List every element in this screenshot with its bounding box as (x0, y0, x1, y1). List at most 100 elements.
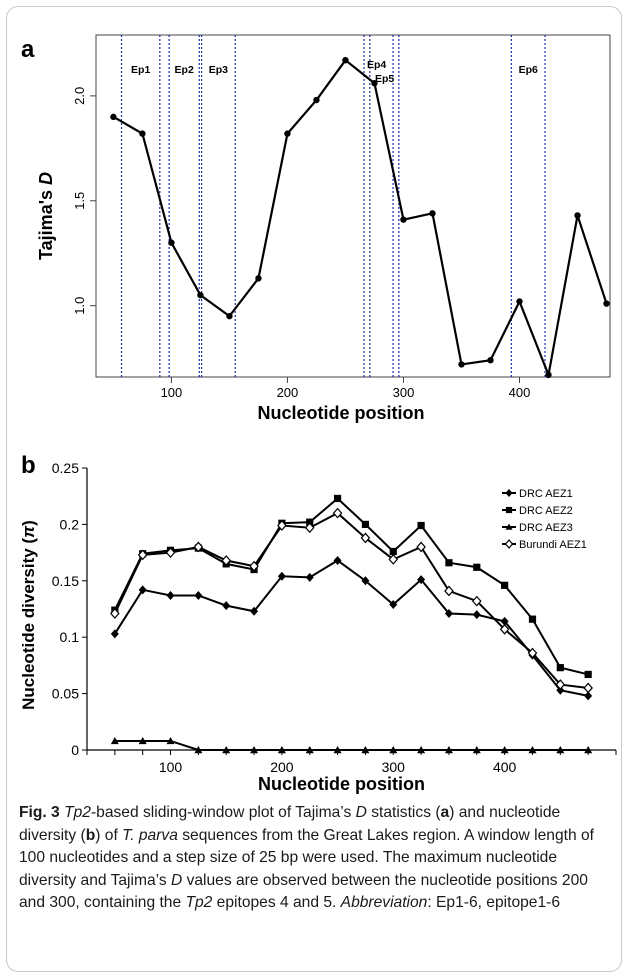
marker-triangle (138, 736, 147, 745)
data-point (284, 130, 291, 137)
marker-diamond (166, 590, 175, 600)
data-point (400, 216, 407, 223)
marker-diamond (277, 571, 286, 581)
x-axis-title: Nucleotide position (257, 403, 424, 423)
marker-diamond (417, 575, 426, 585)
data-point (226, 312, 233, 320)
y-tick-label: 0.25 (52, 460, 79, 476)
caption-part: ) and nucleotide diversity ( (19, 804, 561, 844)
marker-open-diamond (583, 682, 593, 694)
y-tick-label: 0.05 (52, 686, 79, 702)
y-tick-label: 0 (71, 742, 79, 758)
marker-open-diamond (332, 507, 343, 519)
marker-triangle (500, 746, 509, 754)
marker-triangle (584, 746, 593, 754)
series-line (113, 559, 589, 697)
marker-square (333, 494, 342, 503)
marker-diamond (556, 685, 565, 695)
marker-open-diamond (527, 647, 538, 659)
y-tick-label: 0.15 (52, 573, 79, 589)
data-point (313, 96, 320, 104)
marker-diamond (361, 576, 370, 586)
epitope-label: Ep2 (175, 64, 194, 76)
caption-part: b (85, 826, 96, 844)
data-point (574, 212, 581, 219)
marker-open-diamond (221, 555, 232, 566)
panel-b: b 0 0.05 0.1 0.15 0.2 0.25 100 200 300 400 Nucleoti… (19, 452, 617, 794)
marker-diamond (250, 606, 259, 616)
marker-square (389, 547, 397, 556)
data-point (168, 239, 175, 246)
marker-diamond (222, 601, 231, 611)
marker-square (417, 521, 425, 530)
marker-triangle (472, 746, 481, 754)
caption-part: values are observed between the nucleoti… (19, 871, 588, 912)
epitope-label: Ep3 (209, 64, 228, 76)
caption-part: sequences from the Great Lakes region. A… (19, 826, 594, 889)
epitope-label: Ep1 (131, 64, 150, 76)
marker-triangle (305, 746, 314, 754)
y-tick-label: 2.0 (72, 87, 87, 105)
marker-open-diamond (416, 541, 426, 553)
marker-diamond (333, 555, 342, 565)
data-point (603, 300, 610, 307)
panel-a-letter: a (21, 36, 35, 63)
x-tick-label: 400 (493, 759, 517, 775)
caption-part: D (170, 871, 183, 889)
marker-diamond (138, 585, 147, 595)
epitope-label: Ep6 (519, 64, 538, 76)
legend-label: DRC AEZ3 (519, 522, 573, 534)
caption-part: -based sliding-window plot of Tajima’s (90, 804, 356, 821)
marker-triangle (250, 746, 259, 754)
plot-frame (95, 34, 611, 378)
marker-open-diamond (555, 679, 566, 690)
y-tick-label: 1.0 (72, 297, 87, 315)
figure-caption: Fig. 3 Tp2-based sliding-window plot of … (19, 802, 617, 915)
marker-open-diamond (444, 585, 454, 597)
marker-square (306, 518, 314, 526)
marker-open-diamond (249, 560, 259, 572)
data-point (139, 130, 146, 137)
x-tick-label: 300 (393, 385, 415, 400)
marker-triangle (110, 736, 119, 745)
marker-open-diamond (504, 539, 514, 549)
series-drc-aez1 (110, 555, 593, 701)
marker-square (505, 506, 513, 514)
x-axis-title: Nucleotide position (258, 774, 425, 794)
caption-text: Tp2-based sliding-window plot of Tajima’… (19, 804, 594, 911)
marker-square (584, 670, 592, 679)
series-line (113, 511, 589, 689)
data-point (458, 361, 465, 368)
data-point (110, 113, 117, 121)
marker-diamond (584, 691, 593, 701)
data-point (255, 275, 262, 282)
series-burundi-aez1 (110, 507, 593, 694)
marker-diamond (472, 610, 481, 620)
figure-number: Fig. 3 (19, 804, 60, 821)
data-point (197, 291, 204, 299)
caption-part: epitopes 4 and 5. (212, 894, 341, 912)
data-point (516, 298, 523, 305)
series-line (114, 739, 589, 751)
data-point (429, 210, 436, 217)
x-tick-label: 100 (159, 759, 183, 775)
y-tick-label: 0.1 (60, 629, 80, 645)
marker-open-diamond (304, 522, 315, 534)
x-tick-label: 200 (270, 759, 294, 775)
x-tick-label: 400 (509, 385, 531, 400)
marker-triangle (556, 746, 565, 754)
marker-open-diamond (137, 549, 148, 561)
series-drc-aez3 (110, 736, 593, 754)
tajima-line (112, 58, 608, 379)
caption-part: Tp2 (64, 804, 91, 821)
data-point (545, 371, 552, 379)
marker-open-diamond (471, 595, 482, 607)
legend: DRC AEZ1 DRC AEZ2 DRC AEZ3 Burundi AEZ1 (502, 488, 587, 551)
marker-square (556, 664, 564, 672)
marker-triangle (166, 736, 175, 745)
y-axis-title: Nucleotide diversity (π) (19, 520, 38, 710)
marker-open-diamond (110, 608, 120, 619)
y-axis-title: Tajima's D (36, 172, 56, 260)
caption-part: D (355, 804, 367, 821)
marker-diamond (110, 629, 119, 639)
